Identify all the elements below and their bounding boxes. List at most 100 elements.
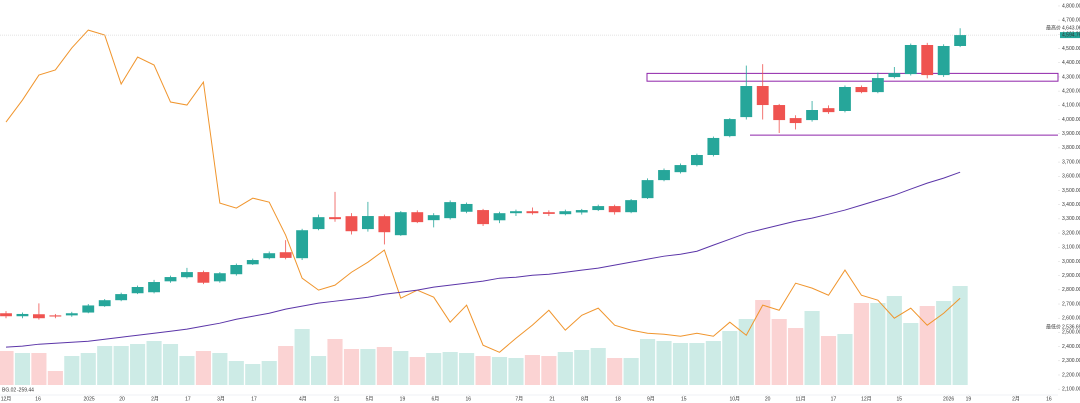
y-tick-label: 4,200.00: [1062, 88, 1080, 94]
candle-body: [723, 119, 736, 137]
candle-body: [312, 217, 325, 230]
x-tick-label: 19: [966, 396, 972, 402]
volume-bar: [491, 357, 508, 385]
candle-body: [378, 216, 391, 233]
candle-body: [32, 314, 45, 319]
candle-body: [575, 210, 588, 213]
x-tick-label: 17: [185, 396, 191, 402]
volume-bar: [442, 352, 458, 385]
annotation-value: 4,643.06: [1062, 26, 1080, 32]
candle-body: [789, 118, 802, 124]
x-tick-label: 11月: [795, 396, 805, 402]
volume-bar: [97, 346, 113, 385]
candle-body: [559, 211, 572, 215]
volume-bar: [409, 357, 425, 385]
annotation-value: 2,536.69: [1062, 325, 1080, 331]
volume-bar: [541, 356, 557, 385]
candle-body: [806, 110, 818, 121]
annotation-label: 最低价: [1046, 324, 1061, 331]
volume-bar: [837, 334, 853, 385]
volume-bar: [870, 303, 886, 385]
x-tick-label: 5月: [366, 396, 374, 402]
y-tick-label: 4,400.00: [1062, 60, 1080, 66]
candle-body: [82, 305, 95, 313]
volume-bar: [31, 353, 47, 385]
candle-body: [937, 45, 950, 76]
volume-bar: [689, 343, 705, 385]
last-price-tag: [1060, 32, 1080, 39]
volume-bar: [426, 353, 442, 385]
volume-bar: [278, 346, 294, 385]
x-tick-label: 3月: [217, 396, 225, 402]
y-tick-label: 3,000.00: [1062, 259, 1080, 265]
candle-body: [871, 78, 884, 93]
volume-bar: [360, 349, 376, 385]
y-tick-label: 4,000.00: [1062, 117, 1080, 123]
x-tick-label: 17: [831, 396, 837, 402]
volume-bar: [245, 364, 261, 385]
volume-bar: [574, 350, 590, 385]
candle-body: [904, 44, 917, 75]
volume-bar: [722, 331, 738, 385]
candle-body: [493, 213, 506, 221]
candle-body: [740, 86, 753, 118]
x-tick-label: 16: [35, 396, 41, 402]
indicator-name: BG.02: [2, 387, 16, 393]
y-tick-label: 3,700.00: [1062, 159, 1080, 165]
volume-bar: [261, 361, 277, 385]
candle-body: [855, 87, 868, 93]
volume-bar: [952, 286, 968, 385]
volume-bar: [656, 341, 672, 385]
volume-bar: [195, 351, 211, 385]
candle-body: [608, 206, 621, 213]
volume-bar: [903, 323, 919, 385]
candle-body: [0, 313, 12, 317]
candle-body: [394, 212, 407, 236]
candle-body: [16, 313, 29, 317]
y-tick-label: 2,400.00: [1062, 344, 1080, 350]
candle-body: [427, 215, 440, 221]
candle-body: [510, 211, 522, 214]
y-tick-label: 4,800.00: [1062, 3, 1080, 9]
y-tick-label: 4,700.00: [1062, 17, 1080, 23]
x-tick-label: 21: [334, 396, 340, 402]
candle-body: [115, 294, 128, 301]
candle-body: [411, 212, 424, 223]
candle-body: [756, 86, 769, 106]
volume-bar: [590, 348, 606, 385]
volume-bar: [623, 358, 639, 385]
candle-body: [658, 170, 670, 181]
volume-bar: [820, 336, 837, 385]
volume-bar: [524, 355, 540, 385]
candle-body: [674, 165, 687, 173]
candle-body: [690, 154, 703, 166]
y-tick-label: 2,500.00: [1062, 330, 1080, 336]
y-tick-label: 2,300.00: [1062, 358, 1080, 364]
volume-bar: [130, 344, 146, 385]
y-tick-label: 2,600.00: [1062, 316, 1080, 322]
y-tick-label: 3,600.00: [1062, 174, 1080, 180]
candle-body: [839, 87, 851, 111]
volume-bar: [639, 339, 656, 385]
volume-bar: [310, 356, 327, 385]
x-tick-label: 12月: [1, 396, 12, 402]
x-tick-label: 2月: [151, 396, 159, 402]
volume-bar: [788, 328, 804, 385]
candle-body: [641, 180, 654, 199]
y-tick-label: 4,300.00: [1062, 74, 1080, 80]
candle-body: [49, 315, 62, 317]
volume-bar: [343, 349, 360, 385]
x-tick-label: 20: [765, 396, 771, 402]
x-tick-label: 21: [549, 396, 555, 402]
volume-bar: [705, 341, 721, 385]
indicator-value: -259.44: [17, 387, 34, 393]
volume-bar: [475, 356, 491, 385]
candle-body: [345, 216, 358, 232]
x-tick-label: 2月: [1012, 396, 1020, 402]
volume-bar: [179, 356, 195, 385]
x-tick-label: 4月: [299, 396, 307, 402]
price-zone: [646, 72, 1059, 82]
x-tick-label: 15: [896, 396, 902, 402]
volume-bar: [607, 358, 623, 385]
